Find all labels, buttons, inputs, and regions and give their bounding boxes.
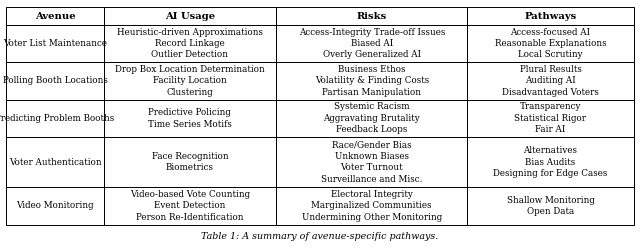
Text: Face Recognition
Biometrics: Face Recognition Biometrics — [152, 152, 228, 172]
Text: Plural Results
Auditing AI
Disadvantaged Voters: Plural Results Auditing AI Disadvantaged… — [502, 65, 599, 97]
Bar — [467, 62, 634, 100]
Bar — [276, 25, 467, 62]
Text: Alternatives
Bias Audits
Designing for Edge Cases: Alternatives Bias Audits Designing for E… — [493, 146, 608, 178]
Text: Pathways: Pathways — [524, 12, 577, 20]
Bar — [276, 62, 467, 100]
Text: Access-Integrity Trade-off Issues
Biased AI
Overly Generalized AI: Access-Integrity Trade-off Issues Biased… — [298, 27, 445, 59]
Text: Drop Box Location Determination
Facility Location
Clustering: Drop Box Location Determination Facility… — [115, 65, 265, 97]
Bar — [276, 187, 467, 225]
Bar — [276, 7, 467, 25]
Bar — [276, 137, 467, 187]
Text: Shallow Monitoring
Open Data: Shallow Monitoring Open Data — [506, 196, 595, 216]
Bar — [104, 100, 276, 137]
Text: Voter List Maintenance: Voter List Maintenance — [3, 39, 107, 48]
Text: Polling Booth Locations: Polling Booth Locations — [3, 76, 108, 85]
Text: Video-based Vote Counting
Event Detection
Person Re-Identification: Video-based Vote Counting Event Detectio… — [130, 190, 250, 222]
Bar — [276, 100, 467, 137]
Bar — [104, 187, 276, 225]
Bar — [6, 25, 104, 62]
Text: Predictive Policing
Time Series Motifs: Predictive Policing Time Series Motifs — [148, 108, 232, 129]
Text: Access-focused AI
Reasonable Explanations
Local Scrutiny: Access-focused AI Reasonable Explanation… — [495, 27, 606, 59]
Bar — [467, 187, 634, 225]
Text: Business Ethos
Volatility & Finding Costs
Partisan Manipulation: Business Ethos Volatility & Finding Cost… — [315, 65, 429, 97]
Text: Avenue: Avenue — [35, 12, 76, 20]
Bar — [104, 25, 276, 62]
Bar — [6, 187, 104, 225]
Text: Race/Gender Bias
Unknown Biases
Voter Turnout
Surveillance and Misc.: Race/Gender Bias Unknown Biases Voter Tu… — [321, 140, 422, 184]
Bar — [6, 62, 104, 100]
Text: Electoral Integrity
Marginalized Communities
Undermining Other Monitoring: Electoral Integrity Marginalized Communi… — [301, 190, 442, 222]
Bar — [104, 62, 276, 100]
Text: Table 1: A summary of avenue-specific pathways.: Table 1: A summary of avenue-specific pa… — [202, 232, 438, 241]
Bar — [467, 25, 634, 62]
Text: Risks: Risks — [356, 12, 387, 20]
Bar — [104, 7, 276, 25]
Bar — [6, 100, 104, 137]
Text: Voter Authentication: Voter Authentication — [9, 158, 101, 167]
Text: Heuristic-driven Approximations
Record Linkage
Outlier Detection: Heuristic-driven Approximations Record L… — [117, 27, 263, 59]
Bar — [467, 100, 634, 137]
Text: Systemic Racism
Aggravating Brutality
Feedback Loops: Systemic Racism Aggravating Brutality Fe… — [323, 103, 420, 134]
Bar — [6, 7, 104, 25]
Text: AI Usage: AI Usage — [164, 12, 215, 20]
Bar — [467, 7, 634, 25]
Text: Video Monitoring: Video Monitoring — [16, 201, 94, 210]
Text: Transparency
Statistical Rigor
Fair AI: Transparency Statistical Rigor Fair AI — [515, 103, 586, 134]
Text: Predicting Problem Booths: Predicting Problem Booths — [0, 114, 115, 123]
Bar — [6, 137, 104, 187]
Bar — [467, 137, 634, 187]
Bar — [104, 137, 276, 187]
